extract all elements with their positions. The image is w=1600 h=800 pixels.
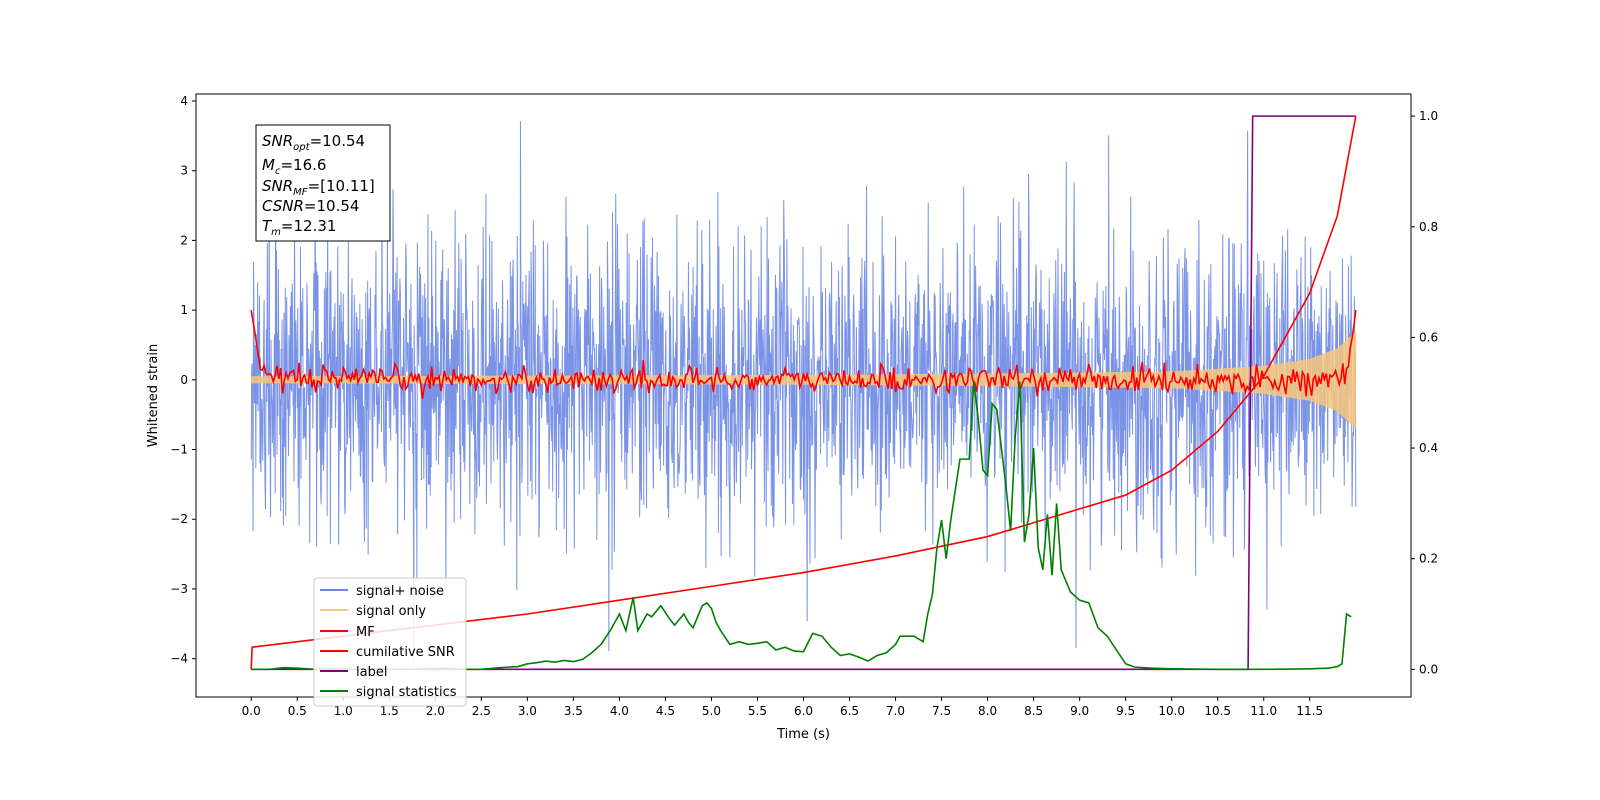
x-tick-label: 2.0: [426, 704, 445, 718]
legend-label-cumulative-snr: cumilative SNR: [356, 645, 455, 660]
x-tick-label: 3.5: [564, 704, 583, 718]
x-tick-label: 1.0: [334, 704, 353, 718]
annotation-snr-mf: SNRMF=[10.11]: [262, 177, 375, 198]
series-signal-statistics-line: [251, 381, 1352, 671]
y2-tick-label: 0.6: [1419, 330, 1438, 344]
x-tick-label: 1.5: [380, 704, 399, 718]
x-tick-label: 11.5: [1296, 704, 1323, 718]
x-axis-label: Time (s): [776, 727, 830, 742]
y-tick-label: 3: [180, 164, 188, 178]
x-tick-label: 11.0: [1250, 704, 1277, 718]
x-tick-label: 9.0: [1070, 704, 1089, 718]
annotation-box: SNRopt=10.54 Mc=16.6 SNRMF=[10.11] CSNR=…: [255, 124, 391, 242]
y-tick-label: 0: [180, 373, 188, 387]
x-tick-label: 8.0: [978, 704, 997, 718]
x-tick-label: 9.5: [1116, 704, 1135, 718]
annotation-csnr: CSNR=10.54: [262, 197, 359, 215]
y-tick-label: 1: [180, 303, 188, 317]
x-tick-label: 6.5: [840, 704, 859, 718]
x-tick-label: 0.5: [288, 704, 307, 718]
x-tick-label: 7.0: [886, 704, 905, 718]
x-tick-label: 0.0: [242, 704, 261, 718]
x-tick-label: 6.0: [794, 704, 813, 718]
y2-tick-label: 1.0: [1419, 109, 1438, 123]
x-tick-label: 4.0: [610, 704, 629, 718]
x-tick-label: 8.5: [1024, 704, 1043, 718]
series-signal-noise-line: [250, 121, 1357, 662]
legend-label-signal-statistics: signal statistics: [356, 685, 457, 700]
y-tick-label: −2: [170, 512, 188, 526]
legend: signal+ noise signal only MF cumilative …: [313, 577, 467, 707]
x-tick-label: 4.5: [656, 704, 675, 718]
annotation-tm: Tm=12.31: [262, 217, 336, 238]
legend-label-signal-only: signal only: [356, 604, 426, 619]
y-tick-label: −1: [170, 443, 188, 457]
legend-label-mf: MF: [356, 625, 375, 640]
x-tick-label: 10.0: [1158, 704, 1185, 718]
y-tick-label: 4: [180, 94, 188, 108]
annotation-mc: Mc=16.6: [262, 156, 326, 177]
y-tick-label: 2: [180, 233, 188, 247]
x-tick-label: 3.0: [518, 704, 537, 718]
y-tick-label: −4: [170, 652, 188, 666]
x-tick-label: 2.5: [472, 704, 491, 718]
y-axis-label: Whitened strain: [146, 344, 161, 447]
y2-tick-label: 0.4: [1419, 441, 1438, 455]
series-mf-line: [250, 309, 1357, 399]
annotation-snr-opt: SNRopt=10.54: [262, 132, 365, 153]
x-tick-label: 7.5: [932, 704, 951, 718]
y2-tick-label: 0.0: [1419, 662, 1438, 676]
legend-label-label: label: [356, 665, 387, 680]
x-tick-label: 5.0: [702, 704, 721, 718]
x-tick-label: 5.5: [748, 704, 767, 718]
series-label-line: [251, 115, 1356, 671]
x-tick-label: 10.5: [1204, 704, 1231, 718]
y-tick-label: −3: [170, 582, 188, 596]
legend-label-signal-noise: signal+ noise: [356, 584, 444, 599]
y2-tick-label: 0.8: [1419, 220, 1438, 234]
y2-tick-label: 0.2: [1419, 552, 1438, 566]
